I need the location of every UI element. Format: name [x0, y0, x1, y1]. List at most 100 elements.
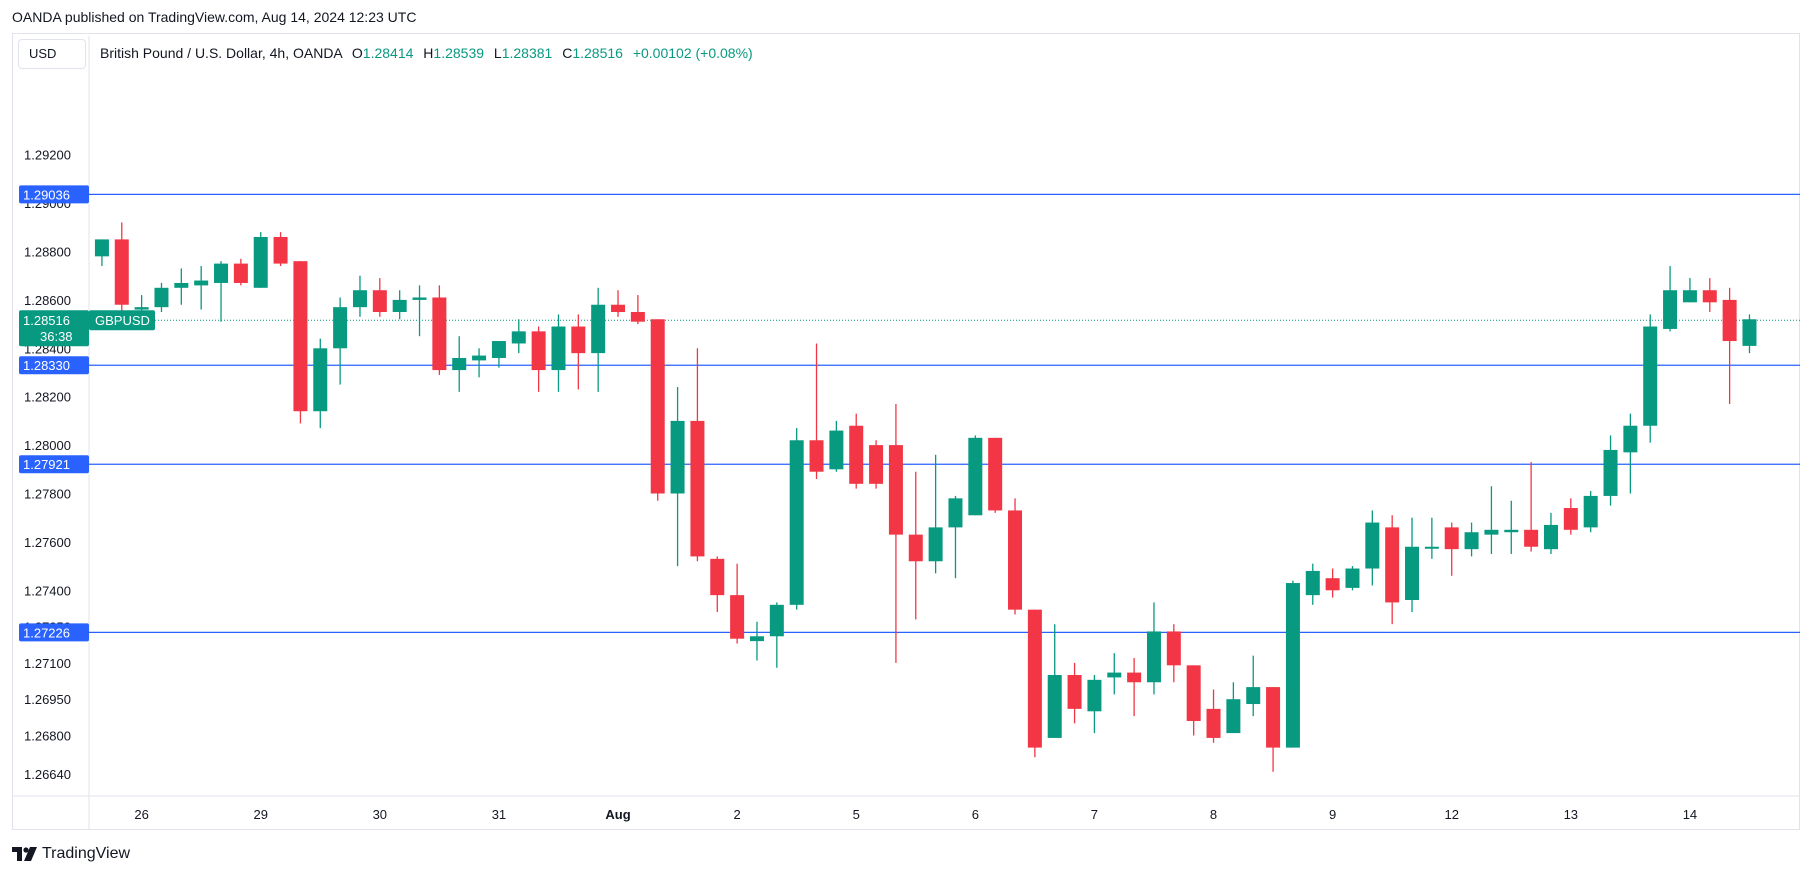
candle-down [690, 420, 705, 557]
candle-up [1484, 529, 1499, 535]
y-tick-label: 1.27600 [24, 535, 71, 550]
x-tick-label: 29 [253, 807, 267, 822]
legend-open-label: O [351, 45, 363, 61]
candle-up [94, 239, 109, 257]
tradingview-brand: TradingView [42, 845, 131, 862]
symbol-tag: GBPUSD [95, 313, 150, 328]
last-price-label-bg [19, 310, 89, 347]
candle-down [1524, 529, 1539, 547]
candle-up [1365, 522, 1380, 569]
candle-up [591, 304, 606, 354]
candle-down [988, 437, 1003, 511]
candle-up [1643, 326, 1658, 426]
y-tick-label: 1.27800 [24, 487, 71, 502]
candle-up [1583, 495, 1598, 528]
x-tick-label: 12 [1444, 807, 1458, 822]
candle-up [1246, 687, 1261, 705]
candle-down [888, 445, 903, 535]
x-tick-label: 13 [1564, 807, 1578, 822]
candle-up [1107, 672, 1122, 678]
currency-button[interactable]: USD [18, 39, 86, 69]
candle-down [1385, 527, 1400, 603]
candle-up [948, 498, 963, 528]
candle-up [749, 636, 764, 642]
candle-up [392, 299, 407, 312]
level-price-label-bg [19, 185, 89, 204]
published-caption: OANDA published on TradingView.com, Aug … [12, 9, 417, 25]
candle-down [869, 445, 884, 484]
level-price-label-bg [19, 623, 89, 642]
candle-down [630, 312, 645, 322]
candle-down [650, 319, 665, 494]
candle-up [1623, 425, 1638, 453]
candle-up [333, 307, 348, 349]
candle-up [968, 437, 983, 516]
candle-up [1543, 524, 1558, 550]
candle-up [928, 527, 943, 562]
tradingview-logo[interactable]: TradingView [12, 845, 130, 863]
legend-low-value: 1.28381 [501, 45, 553, 61]
candle-up [1285, 583, 1300, 748]
candle-down [1008, 510, 1023, 610]
symbol-legend: British Pound / U.S. Dollar, 4h, OANDA O… [100, 45, 753, 61]
candle-down [1722, 299, 1737, 342]
candle-down [908, 534, 923, 562]
x-tick-label: 2 [734, 807, 741, 822]
x-tick-label: Aug [605, 807, 630, 822]
legend-close-value: 1.28516 [572, 45, 623, 61]
candle-down [849, 425, 864, 484]
y-tick-label: 1.28800 [24, 245, 71, 260]
y-tick-label: 1.28200 [24, 390, 71, 405]
candle-down [273, 236, 288, 264]
x-tick-label: 6 [972, 807, 979, 822]
symbol-tag-bg [89, 310, 155, 331]
legend-symbol[interactable]: British Pound / U.S. Dollar, 4h, OANDA [100, 45, 342, 61]
chart-frame [12, 33, 1800, 830]
legend-open-value: 1.28414 [362, 45, 414, 61]
candle-up [1146, 631, 1161, 683]
candle-up [134, 307, 149, 310]
candle-up [511, 331, 526, 344]
candle-up [1047, 675, 1062, 738]
candle-down [1266, 687, 1281, 748]
candle-up [1087, 679, 1102, 712]
candle-up [452, 357, 467, 371]
y-tick-label: 1.26640 [24, 767, 71, 782]
level-price-label: 1.28330 [23, 358, 70, 373]
candle-up [1663, 290, 1678, 329]
x-tick-label: 31 [492, 807, 506, 822]
candle-down [571, 326, 586, 354]
x-tick-label: 14 [1683, 807, 1697, 822]
x-tick-label: 8 [1210, 807, 1217, 822]
candle-up [769, 604, 784, 637]
candle-down [1702, 290, 1717, 303]
candle-down [1027, 609, 1042, 748]
legend-close-label: C [562, 45, 573, 61]
candle-up [412, 297, 427, 300]
candle-up [352, 290, 367, 308]
candle-up [1305, 570, 1320, 596]
candle-up [1345, 568, 1360, 588]
candle-up [551, 326, 566, 371]
y-tick-label: 1.29200 [24, 148, 71, 163]
candle-down [114, 239, 129, 305]
candle-up [1603, 449, 1618, 496]
level-price-label-bg [19, 455, 89, 474]
candle-up [313, 348, 328, 412]
level-price-label: 1.27226 [23, 625, 70, 640]
candle-down [1563, 508, 1578, 530]
candle-up [789, 440, 804, 605]
y-tick-label: 1.28000 [24, 438, 71, 453]
candle-up [174, 282, 189, 288]
candle-up [154, 287, 169, 308]
candle-down [1325, 578, 1340, 591]
candle-down [372, 290, 387, 312]
candle-up [829, 430, 844, 470]
x-tick-label: 7 [1091, 807, 1098, 822]
x-tick-label: 5 [853, 807, 860, 822]
legend-high-value: 1.28539 [433, 45, 485, 61]
candle-up [1504, 529, 1519, 533]
legend-high-label: H [423, 45, 434, 61]
candle-up [1742, 319, 1757, 346]
